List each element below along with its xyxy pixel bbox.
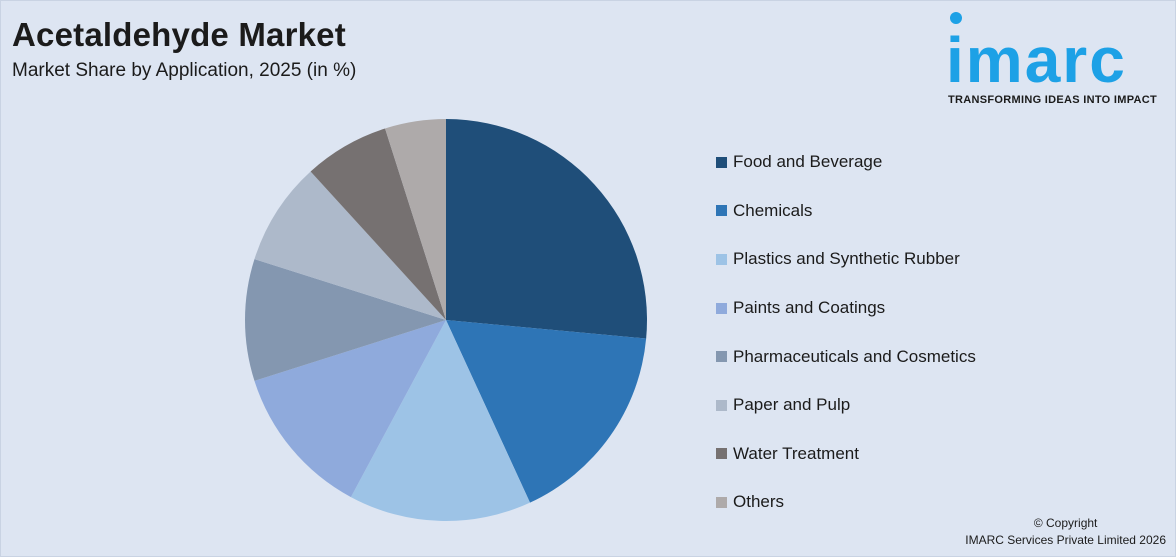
legend-item: Others bbox=[716, 478, 976, 527]
logo-wordmark: imarc bbox=[946, 24, 1127, 96]
legend-label: Food and Beverage bbox=[733, 152, 883, 172]
legend-swatch bbox=[716, 253, 727, 265]
pie-slice-food-and-beverage bbox=[446, 119, 647, 339]
pie-slice-water-treatment bbox=[310, 128, 446, 320]
copyright-notice: © Copyright IMARC Services Private Limit… bbox=[965, 515, 1166, 549]
legend-item: Food and Beverage bbox=[716, 138, 976, 187]
legend-label: Plastics and Synthetic Rubber bbox=[733, 249, 960, 269]
legend-item: Pharmaceuticals and Cosmetics bbox=[716, 332, 976, 381]
chart-subtitle: Market Share by Application, 2025 (in %) bbox=[12, 60, 357, 81]
legend-item: Water Treatment bbox=[716, 430, 976, 479]
pie-slice-paints-and-coatings bbox=[254, 320, 446, 498]
legend-swatch bbox=[716, 399, 727, 411]
pie-chart bbox=[245, 119, 647, 521]
legend-swatch bbox=[716, 351, 727, 363]
legend-item: Paper and Pulp bbox=[716, 381, 976, 430]
legend-label: Paper and Pulp bbox=[733, 395, 851, 415]
legend-swatch bbox=[716, 496, 727, 508]
pie-slice-others bbox=[385, 119, 446, 320]
imarc-logo: imarc TRANSFORMING IDEAS INTO IMPACT bbox=[946, 12, 1172, 110]
legend-item: Plastics and Synthetic Rubber bbox=[716, 235, 976, 284]
legend-swatch bbox=[716, 448, 727, 460]
logo-dot bbox=[950, 12, 962, 24]
legend-label: Water Treatment bbox=[733, 443, 859, 463]
legend-swatch bbox=[716, 302, 727, 314]
legend-swatch bbox=[716, 156, 727, 168]
pie-slice-paper-and-pulp bbox=[254, 171, 446, 320]
copyright-line-2: IMARC Services Private Limited 2026 bbox=[965, 533, 1166, 547]
legend-item: Chemicals bbox=[716, 187, 976, 236]
copyright-line-1: © Copyright bbox=[1033, 516, 1098, 530]
legend-label: Others bbox=[733, 492, 785, 512]
pie-slice-chemicals bbox=[446, 320, 647, 503]
chart-title: Acetaldehyde Market bbox=[12, 16, 346, 53]
pie-slice-pharmaceuticals-and-cosmetics bbox=[245, 259, 446, 381]
pie-slice-plastics-and-synthetic-rubber bbox=[350, 320, 531, 521]
legend-item: Paints and Coatings bbox=[716, 284, 976, 333]
logo-tagline: TRANSFORMING IDEAS INTO IMPACT bbox=[948, 94, 1158, 106]
legend-label: Pharmaceuticals and Cosmetics bbox=[733, 346, 976, 366]
legend-label: Paints and Coatings bbox=[733, 298, 886, 318]
chart-legend: Food and Beverage Chemicals Plastics and S… bbox=[716, 138, 976, 527]
legend-label: Chemicals bbox=[733, 200, 813, 220]
legend-swatch bbox=[716, 205, 727, 217]
